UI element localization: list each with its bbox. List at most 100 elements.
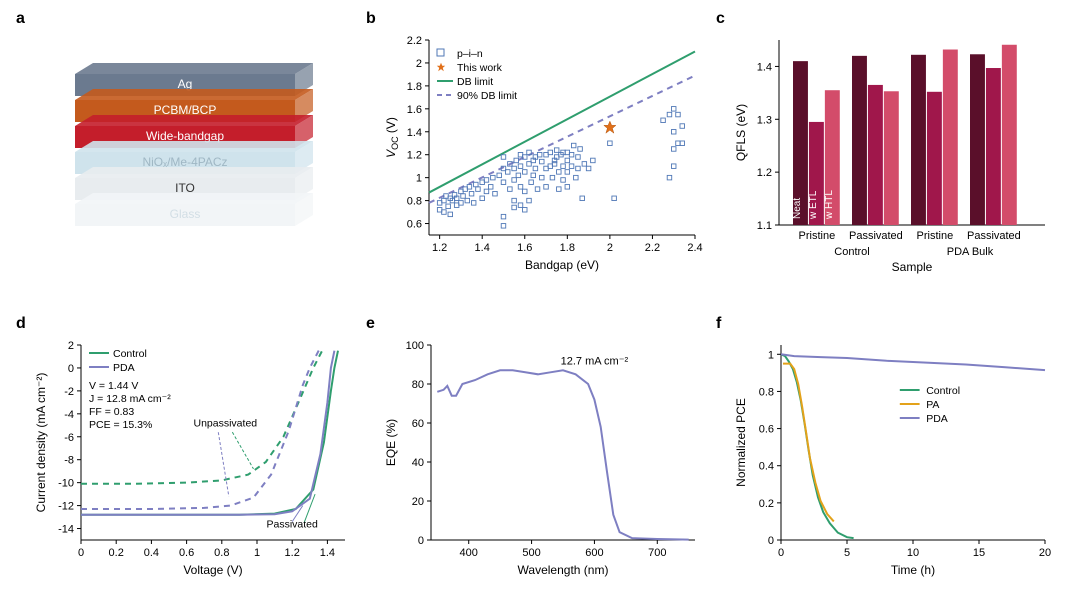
label-d: d	[16, 315, 26, 333]
label-f: f	[716, 315, 721, 333]
svg-text:0: 0	[68, 363, 74, 375]
label-e: e	[366, 315, 375, 333]
svg-text:Passivated: Passivated	[849, 230, 903, 242]
svg-text:1.2: 1.2	[285, 547, 300, 559]
svg-text:0.6: 0.6	[179, 547, 194, 559]
svg-text:-10: -10	[58, 478, 74, 490]
svg-text:20: 20	[1039, 547, 1051, 559]
svg-text:0.8: 0.8	[759, 386, 774, 398]
svg-text:5: 5	[844, 547, 850, 559]
svg-text:0: 0	[778, 547, 784, 559]
svg-text:1.2: 1.2	[432, 242, 447, 254]
svg-text:FF = 0.83: FF = 0.83	[89, 406, 134, 418]
svg-text:60: 60	[412, 418, 424, 430]
label-c: c	[716, 10, 725, 28]
svg-text:80: 80	[412, 379, 424, 391]
svg-text:ITO: ITO	[175, 181, 195, 195]
panel-b: 1.2 1.4 1.6 1.8 2 2.2 2.4 0.6 0.8 1 1.2 1.4 1.6 1.8 2 2…	[375, 30, 705, 280]
svg-text:PDA: PDA	[926, 413, 948, 425]
svg-text:This work: This work	[457, 62, 503, 74]
svg-text:Control: Control	[926, 385, 960, 397]
svg-text:Current density (mA cm⁻²): Current density (mA cm⁻²)	[34, 373, 48, 513]
svg-text:600: 600	[585, 547, 603, 559]
svg-text:0.8: 0.8	[407, 196, 422, 208]
svg-text:w ETL: w ETL	[808, 190, 819, 220]
svg-text:1.4: 1.4	[320, 547, 335, 559]
label-b: b	[366, 10, 376, 28]
svg-text:-12: -12	[58, 501, 74, 513]
svg-text:12.7 mA cm⁻²: 12.7 mA cm⁻²	[561, 356, 629, 368]
svg-text:J = 12.8 mA cm⁻²: J = 12.8 mA cm⁻²	[89, 393, 171, 405]
svg-text:2.2: 2.2	[407, 35, 422, 47]
svg-text:1.2: 1.2	[757, 167, 772, 179]
svg-text:Passivated: Passivated	[967, 230, 1021, 242]
svg-text:Glass: Glass	[170, 207, 201, 221]
svg-text:1: 1	[768, 349, 774, 361]
svg-text:1: 1	[416, 173, 422, 185]
svg-text:500: 500	[522, 547, 540, 559]
svg-text:1.1: 1.1	[757, 220, 772, 232]
svg-text:0.2: 0.2	[109, 547, 124, 559]
svg-text:EQE (%): EQE (%)	[384, 419, 398, 466]
svg-text:10: 10	[907, 547, 919, 559]
svg-text:1.4: 1.4	[757, 61, 772, 73]
svg-text:2.2: 2.2	[645, 242, 660, 254]
svg-text:Normalized PCE: Normalized PCE	[734, 398, 748, 487]
svg-text:Control: Control	[113, 348, 147, 360]
svg-text:-4: -4	[64, 409, 74, 421]
svg-text:Wide-bandgap: Wide-bandgap	[146, 129, 224, 143]
svg-text:Wavelength (nm): Wavelength (nm)	[518, 563, 609, 577]
svg-text:0.2: 0.2	[759, 498, 774, 510]
svg-text:Pristine: Pristine	[917, 230, 954, 242]
svg-text:PDA: PDA	[113, 362, 135, 374]
svg-text:Pristine: Pristine	[799, 230, 836, 242]
svg-text:NiOₓ/Me-4PACz: NiOₓ/Me-4PACz	[142, 155, 227, 169]
svg-text:0: 0	[768, 535, 774, 547]
svg-text:PA: PA	[926, 399, 939, 411]
svg-text:Ag: Ag	[178, 77, 193, 91]
svg-text:w HTL: w HTL	[824, 190, 835, 220]
svg-text:Sample: Sample	[892, 260, 933, 274]
svg-text:DB limit: DB limit	[457, 76, 493, 88]
svg-text:-14: -14	[58, 524, 74, 536]
svg-text:PDA Bulk: PDA Bulk	[947, 246, 994, 258]
figure: a b c d e f AgPCBM/BCPWide-bandgapNiOₓ/M…	[0, 0, 1080, 603]
svg-text:20: 20	[412, 496, 424, 508]
svg-text:700: 700	[648, 547, 666, 559]
svg-text:Control: Control	[834, 246, 869, 258]
svg-text:1.6: 1.6	[407, 104, 422, 116]
svg-text:1.4: 1.4	[475, 242, 490, 254]
svg-text:1.8: 1.8	[560, 242, 575, 254]
svg-text:1.8: 1.8	[407, 81, 422, 93]
svg-text:90% DB limit: 90% DB limit	[457, 90, 517, 102]
svg-text:40: 40	[412, 457, 424, 469]
svg-text:Bandgap (eV): Bandgap (eV)	[525, 258, 599, 272]
svg-text:2: 2	[416, 58, 422, 70]
svg-text:1.2: 1.2	[407, 150, 422, 162]
svg-text:-2: -2	[64, 386, 74, 398]
svg-text:1: 1	[254, 547, 260, 559]
svg-text:p–i–n: p–i–n	[457, 48, 483, 60]
svg-text:0.4: 0.4	[759, 461, 774, 473]
svg-text:1.4: 1.4	[407, 127, 422, 139]
svg-text:Voltage (V): Voltage (V)	[183, 563, 242, 577]
svg-text:2: 2	[607, 242, 613, 254]
svg-text:0.6: 0.6	[407, 219, 422, 231]
svg-text:PCE = 15.3%: PCE = 15.3%	[89, 419, 152, 431]
svg-text:-6: -6	[64, 432, 74, 444]
svg-text:1.3: 1.3	[757, 114, 772, 126]
svg-text:2: 2	[68, 340, 74, 352]
svg-text:Unpassivated: Unpassivated	[194, 417, 258, 429]
svg-text:0: 0	[78, 547, 84, 559]
svg-text:0: 0	[418, 535, 424, 547]
svg-text:VOC (V): VOC (V)	[384, 117, 400, 158]
svg-text:0.6: 0.6	[759, 424, 774, 436]
svg-text:1.6: 1.6	[517, 242, 532, 254]
svg-text:400: 400	[460, 547, 478, 559]
svg-text:15: 15	[973, 547, 985, 559]
svg-text:Time (h): Time (h)	[891, 563, 935, 577]
panel-e: 400500600700020406080100Wavelength (nm)E…	[375, 335, 705, 585]
svg-text:2.4: 2.4	[687, 242, 702, 254]
svg-text:QFLS (eV): QFLS (eV)	[734, 104, 748, 161]
svg-text:V = 1.44 V: V = 1.44 V	[89, 380, 138, 392]
